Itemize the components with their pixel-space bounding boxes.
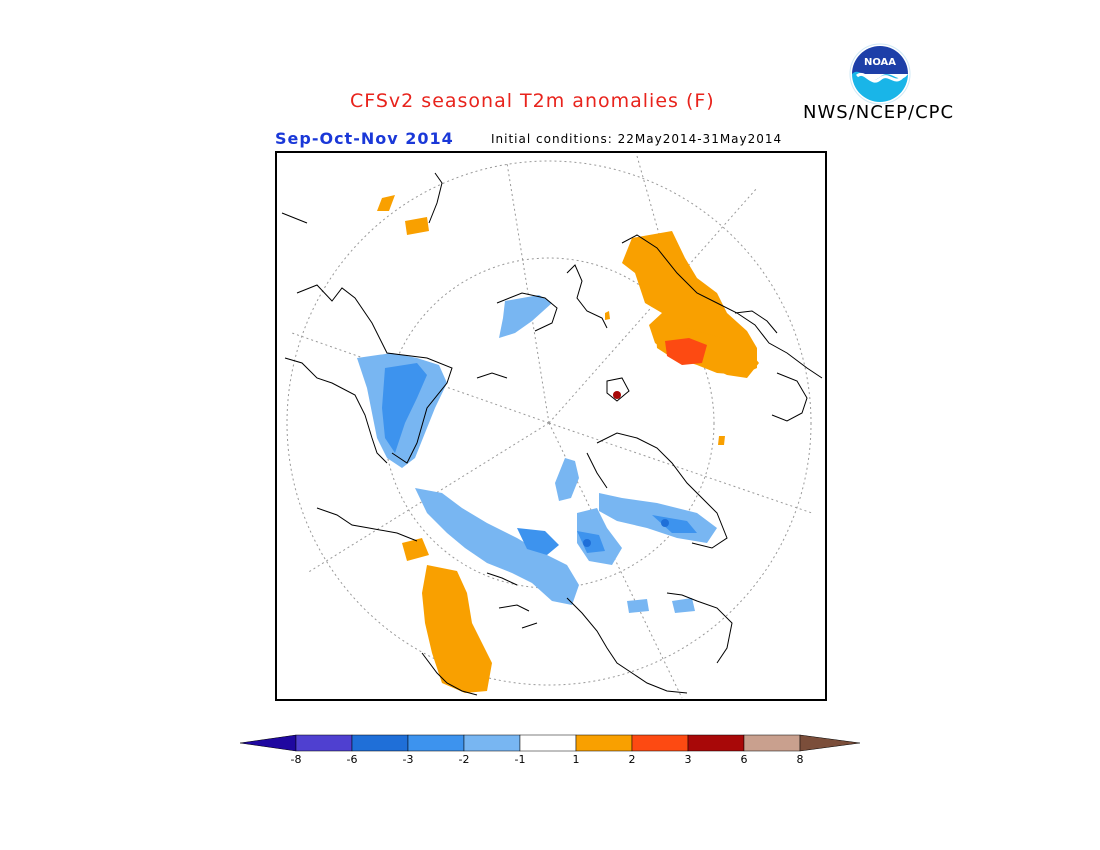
- colorbar-tick-label: 3: [684, 753, 692, 766]
- colorbar-swatch: [351, 734, 409, 752]
- colorbar-swatch: [687, 734, 745, 752]
- colorbar-tick-label: 8: [796, 753, 804, 766]
- colorbar-arrow-low: [239, 734, 297, 752]
- colorbar-tick-label: 1: [572, 753, 580, 766]
- colorbar-tick-label: 2: [628, 753, 636, 766]
- chart-title: CFSv2 seasonal T2m anomalies (F): [350, 90, 715, 112]
- warm-anomaly-regions: [377, 195, 759, 693]
- colorbar-swatches: [239, 734, 861, 752]
- polar-map: [275, 151, 827, 701]
- strong-warm-anomaly-region: [665, 338, 707, 365]
- noaa-logo-text: NOAA: [864, 57, 896, 68]
- polar-map-canvas: [281, 155, 823, 699]
- colorbar-swatch: [575, 734, 633, 752]
- very-warm-anomaly-spot: [613, 391, 621, 399]
- colorbar-tick-label: -1: [514, 753, 526, 766]
- noaa-logo-icon: NOAA: [849, 43, 911, 105]
- colorbar-swatch: [519, 734, 577, 752]
- season-label: Sep-Oct-Nov 2014: [275, 129, 454, 148]
- strong-cold-anomaly-spots: [583, 519, 669, 547]
- colorbar: [239, 734, 861, 752]
- colorbar-tick-label: -2: [458, 753, 470, 766]
- colorbar-swatch: [631, 734, 689, 752]
- initial-conditions-label: Initial conditions: 22May2014-31May2014: [491, 132, 783, 146]
- agency-label: NWS/NCEP/CPC: [803, 102, 955, 123]
- colorbar-arrow-high: [799, 734, 861, 752]
- colorbar-swatch: [407, 734, 465, 752]
- colorbar-swatch: [463, 734, 521, 752]
- colorbar-swatch: [743, 734, 801, 752]
- colorbar-tick-label: -3: [402, 753, 414, 766]
- colorbar-tick-label: -8: [290, 753, 302, 766]
- colorbar-tick-label: 6: [740, 753, 748, 766]
- colorbar-swatch: [295, 734, 353, 752]
- map-graticule: [286, 155, 813, 699]
- coastlines: [281, 172, 823, 696]
- moderate-cold-anomaly-regions: [382, 363, 697, 555]
- colorbar-tick-label: -6: [346, 753, 358, 766]
